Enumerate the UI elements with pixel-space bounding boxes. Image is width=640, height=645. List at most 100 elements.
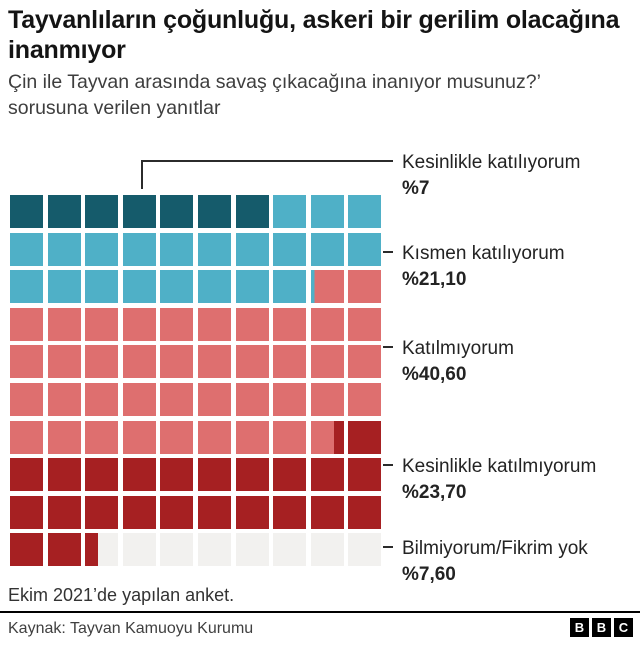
waffle-cell	[197, 495, 231, 529]
waffle-cell	[197, 458, 231, 492]
waffle-cell	[310, 420, 344, 454]
waffle-cell	[122, 382, 156, 416]
waffle-cell	[197, 420, 231, 454]
waffle-cell	[10, 232, 43, 266]
waffle-cell	[197, 195, 231, 228]
waffle-cell	[10, 420, 43, 454]
waffle-cell	[197, 232, 231, 266]
waffle-cell	[85, 533, 119, 567]
waffle-cell	[160, 307, 194, 341]
waffle-cell	[47, 420, 81, 454]
waffle-cell	[348, 533, 382, 567]
waffle-cell	[47, 270, 81, 304]
waffle-cell	[348, 195, 382, 228]
waffle-cell	[10, 270, 43, 304]
waffle-cell	[197, 533, 231, 567]
legend-value: %40,60	[402, 364, 467, 385]
waffle-cell	[47, 307, 81, 341]
waffle-cell	[47, 382, 81, 416]
waffle-cell	[10, 307, 43, 341]
waffle-cell	[122, 345, 156, 379]
waffle-cell	[273, 458, 307, 492]
leader-line	[141, 160, 393, 189]
waffle-cell	[273, 307, 307, 341]
legend-value: %7,60	[402, 564, 456, 585]
waffle-cell	[47, 232, 81, 266]
chart-note: Ekim 2021’de yapılan anket.	[8, 585, 235, 605]
bbc-logo-letter: C	[614, 618, 633, 637]
chart-subtitle: Çin ile Tayvan arasında savaş çıkacağına…	[8, 71, 541, 119]
waffle-cell	[122, 270, 156, 304]
waffle-cell	[310, 195, 344, 228]
waffle-cell	[160, 345, 194, 379]
waffle-cell	[235, 195, 269, 228]
footer: Kaynak: Tayvan Kamuoyu Kurumu B B C	[0, 613, 640, 645]
waffle-cell	[85, 270, 119, 304]
waffle-cell	[85, 382, 119, 416]
waffle-cell	[47, 195, 81, 228]
waffle-cell	[197, 382, 231, 416]
waffle-cell	[47, 458, 81, 492]
waffle-cell	[273, 195, 307, 228]
waffle-cell	[122, 307, 156, 341]
legend-item-strongly-disagree: Kesinlikle katılmıyorum %23,70	[383, 454, 635, 506]
waffle-cell	[273, 495, 307, 529]
waffle-cell	[310, 270, 344, 304]
waffle-cell	[85, 420, 119, 454]
waffle-cell	[310, 307, 344, 341]
waffle-cell	[348, 232, 382, 266]
waffle-cell	[122, 495, 156, 529]
chart-title: Tayvanlıların çoğunluğu, askeri bir geri…	[8, 6, 620, 64]
waffle-cell	[85, 307, 119, 341]
waffle-cell	[273, 533, 307, 567]
waffle-cell	[160, 495, 194, 529]
waffle-cell	[273, 382, 307, 416]
waffle-cell	[122, 420, 156, 454]
legend-item-partly-agree: Kısmen katılıyorum %21,10	[383, 241, 635, 293]
source-attribution: Kaynak: Tayvan Kamuoyu Kurumu	[8, 620, 254, 637]
waffle-cell	[235, 458, 269, 492]
waffle-cell	[10, 495, 43, 529]
waffle-cell	[235, 533, 269, 567]
waffle-cell	[10, 458, 43, 492]
waffle-cell	[160, 382, 194, 416]
waffle-cell	[122, 232, 156, 266]
bbc-logo: B B C	[570, 618, 633, 637]
waffle-cell	[235, 420, 269, 454]
waffle-cell	[348, 270, 382, 304]
waffle-cell	[348, 420, 382, 454]
waffle-cell	[10, 195, 43, 228]
legend-tick-icon	[383, 464, 393, 466]
waffle-cell	[310, 345, 344, 379]
waffle-cell	[273, 270, 307, 304]
waffle-cell	[310, 382, 344, 416]
waffle-cell	[348, 345, 382, 379]
waffle-cell	[348, 382, 382, 416]
waffle-cell	[47, 533, 81, 567]
legend-item-dont-know: Bilmiyorum/Fikrim yok %7,60	[383, 536, 635, 588]
waffle-cell	[273, 232, 307, 266]
waffle-cell	[235, 345, 269, 379]
legend-name: Bilmiyorum/Fikrim yok	[402, 538, 588, 559]
waffle-cell	[310, 232, 344, 266]
footer-divider	[0, 611, 640, 613]
legend-tick-icon	[383, 546, 393, 548]
waffle-cell	[348, 495, 382, 529]
waffle-cell	[85, 232, 119, 266]
waffle-cell	[310, 495, 344, 529]
waffle-grid	[10, 195, 382, 567]
legend-item-disagree: Katılmıyorum %40,60	[383, 336, 635, 388]
waffle-cell	[197, 307, 231, 341]
waffle-cell	[273, 345, 307, 379]
waffle-cell	[235, 232, 269, 266]
bbc-logo-letter: B	[570, 618, 589, 637]
waffle-cell	[197, 345, 231, 379]
waffle-cell	[197, 270, 231, 304]
legend-item-strongly-agree: Kesinlikle katılıyorum %7	[383, 150, 635, 202]
waffle-cell	[10, 533, 43, 567]
legend-value: %23,70	[402, 482, 467, 503]
waffle-cell	[160, 533, 194, 567]
legend-name: Kesinlikle katılmıyorum	[402, 456, 597, 477]
waffle-cell	[235, 307, 269, 341]
